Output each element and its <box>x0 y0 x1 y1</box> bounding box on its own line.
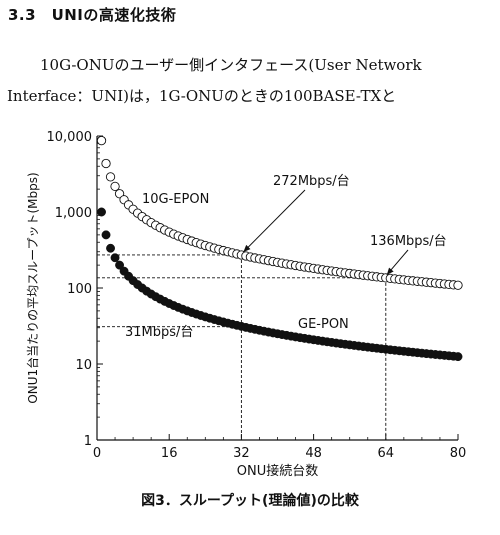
figure-caption: 図3．スループット(理論値)の比較 <box>141 493 359 509</box>
chart-labels: 10G-EPON GE-PON 272Mbps/台 136Mbps/台 31Mbps/台 <box>125 174 447 340</box>
annotation-31: 31Mbps/台 <box>125 325 193 340</box>
x-axis-label: ONU接続台数 <box>237 463 318 479</box>
y-tick-label: 10 <box>75 358 92 373</box>
ge-pon-point <box>97 207 106 217</box>
x-tick-label: 0 <box>93 446 101 461</box>
epon-10g-point <box>105 172 116 182</box>
x-tick-label: 80 <box>450 446 467 461</box>
paragraph-line-1: 10G-ONUのユーザー側インタフェース(User Network <box>40 56 422 74</box>
x-tick-label: 16 <box>161 446 178 461</box>
epon-10g-point <box>96 135 107 146</box>
x-tick-label: 64 <box>378 446 395 461</box>
ge-pon-point <box>110 253 120 263</box>
series-label-10g-epon: 10G-EPON <box>142 192 209 207</box>
ge-pon-point <box>115 260 125 270</box>
throughput-chart: 1 10 100 1,000 10,000 0 16 32 48 64 80 ONU接続台数 ONU1台… <box>25 130 466 479</box>
y-tick-label: 1,000 <box>55 206 92 221</box>
y-tick-label: 1 <box>84 434 92 449</box>
x-tick-label: 48 <box>305 446 322 461</box>
x-tick-label: 32 <box>233 446 250 461</box>
epon-10g-point <box>101 158 111 169</box>
chart-axes: 1 10 100 1,000 10,000 0 16 32 48 64 80 ONU接続台数 ONU1台… <box>25 130 466 479</box>
annotation-272: 272Mbps/台 <box>273 174 350 189</box>
paragraph-line-2: Interface：UNI)は，1G-ONUのときの100BASE-TXと <box>7 87 397 105</box>
section-heading: 3.3 UNIの高速化技術 <box>8 6 177 24</box>
ge-pon-point <box>453 352 463 362</box>
annotation-272-arrow <box>243 189 306 253</box>
chart-guides <box>97 254 387 440</box>
chart-marks <box>96 135 463 362</box>
epon-10g-point <box>110 181 120 192</box>
annotation-136-arrow-head <box>386 267 394 275</box>
y-tick-label: 10,000 <box>47 130 93 145</box>
ge-pon-point <box>106 243 115 253</box>
series-label-ge-pon: GE-PON <box>298 317 349 332</box>
annotation-272-arrow-head <box>243 244 251 252</box>
epon-10g-point <box>453 280 463 290</box>
annotation-136: 136Mbps/台 <box>370 234 447 249</box>
y-axis-label: ONU1台当たりの平均スループット(Mbps) <box>25 172 40 403</box>
ge-pon-point <box>101 230 111 240</box>
y-tick-label: 100 <box>67 282 92 297</box>
